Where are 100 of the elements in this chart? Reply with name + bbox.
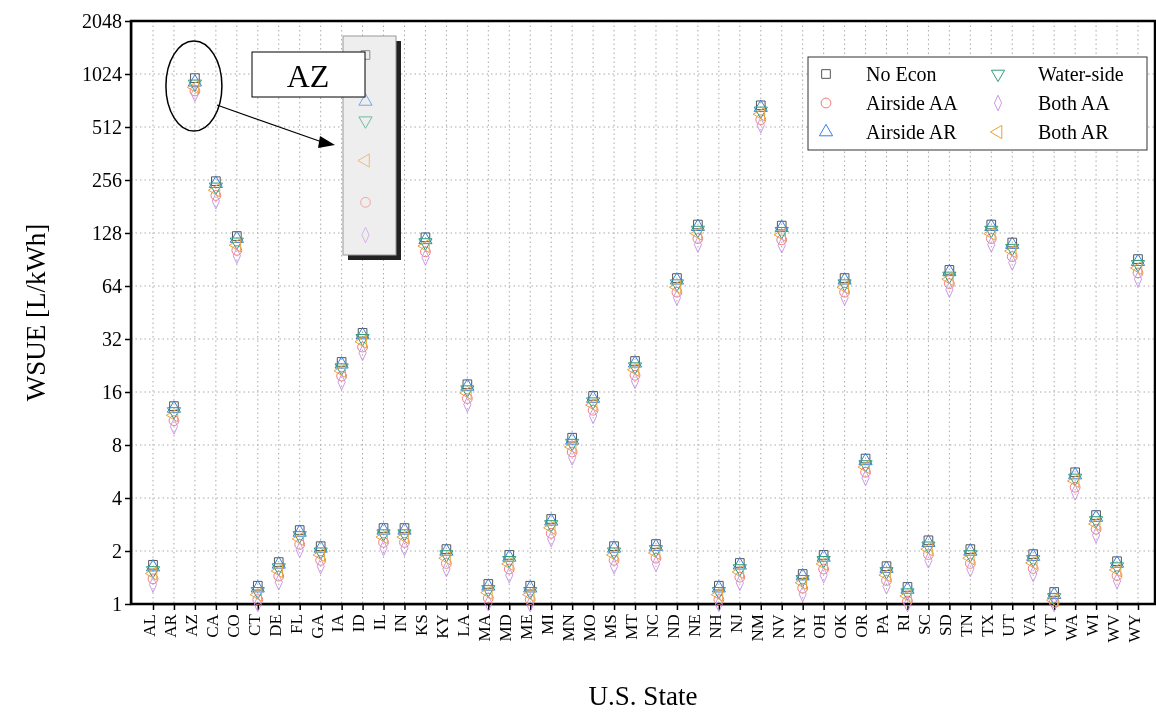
- point: [190, 73, 200, 83]
- point: [1090, 523, 1102, 535]
- x-tick-label: NE: [684, 614, 704, 637]
- x-tick-label: MN: [559, 614, 578, 642]
- annotation: AZ: [286, 58, 330, 94]
- point: [755, 114, 767, 125]
- y-tick-label: 8: [112, 433, 122, 456]
- point: [252, 594, 264, 605]
- x-tick-label: SC: [915, 614, 935, 635]
- x-tick-label: NH: [705, 614, 725, 639]
- x-tick-label: OH: [810, 614, 830, 639]
- x-tick-label: MS: [600, 614, 620, 639]
- point: [923, 549, 934, 560]
- x-tick-label: IL: [370, 614, 390, 631]
- x-tick-label: GA: [307, 613, 327, 639]
- x-tick-label: KY: [433, 614, 453, 639]
- x-tick-label: MD: [496, 614, 516, 642]
- y-tick-label: 16: [102, 380, 122, 403]
- point: [168, 415, 180, 427]
- x-tick-label: CO: [223, 614, 243, 638]
- point: [734, 571, 746, 583]
- point: [357, 341, 368, 353]
- point: [441, 558, 452, 569]
- x-tick-label: RI: [894, 613, 914, 632]
- point: [1027, 563, 1039, 574]
- point: [629, 369, 641, 381]
- x-tick-label: MA: [475, 613, 495, 642]
- x-tick-label: NJ: [726, 613, 746, 634]
- point: [713, 594, 725, 605]
- point: [608, 554, 620, 566]
- x-tick-label: AR: [160, 613, 180, 638]
- y-tick-label: 1: [112, 592, 122, 615]
- point: [147, 573, 159, 585]
- x-tick-label: UT: [999, 613, 1019, 637]
- y-tick-label: 128: [92, 221, 122, 244]
- point: [524, 594, 536, 605]
- x-tick-label: IA: [328, 613, 348, 633]
- point: [818, 563, 830, 575]
- x-tick-label: WV: [1103, 613, 1123, 643]
- point: [210, 190, 222, 201]
- x-tick-label: MI: [538, 613, 558, 635]
- point: [315, 554, 327, 566]
- x-tick-label: ND: [663, 614, 683, 639]
- legend-label: Water-side: [1038, 63, 1124, 85]
- x-tick-label: WY: [1124, 614, 1144, 643]
- point: [671, 286, 683, 298]
- point: [336, 370, 347, 382]
- x-tick-label: VT: [1041, 613, 1061, 637]
- x-tick-label: KS: [412, 614, 432, 636]
- legend-label: Airside AR: [866, 121, 958, 143]
- x-tick-label: CA: [202, 613, 222, 638]
- x-tick-label: OK: [831, 613, 851, 639]
- point: [985, 233, 997, 244]
- y-tick-label: 512: [92, 115, 122, 138]
- point: [294, 539, 306, 550]
- point: [964, 558, 976, 569]
- x-tick-label: SD: [936, 614, 956, 636]
- x-tick-label: WA: [1061, 613, 1081, 641]
- x-tick-label: WI: [1082, 613, 1102, 636]
- point: [1048, 597, 1060, 608]
- point: [399, 536, 410, 548]
- point: [650, 552, 662, 564]
- point: [1132, 267, 1144, 279]
- point: [273, 570, 285, 582]
- x-tick-label: NY: [789, 614, 809, 639]
- y-tick-label: 2: [112, 539, 122, 562]
- x-tick-label: VA: [1020, 613, 1040, 637]
- x-tick-label: IN: [391, 614, 411, 633]
- x-tick-label: AL: [139, 614, 159, 637]
- x-tick-label: OR: [852, 613, 872, 638]
- point: [1069, 481, 1081, 493]
- y-tick-label: 1024: [82, 62, 122, 85]
- y-tick-label: 256: [92, 168, 122, 191]
- x-tick-label: MO: [579, 614, 599, 642]
- point: [482, 592, 494, 604]
- x-tick-label: FL: [286, 614, 306, 635]
- x-tick-label: NM: [747, 614, 767, 642]
- x-tick-label: LA: [454, 613, 474, 637]
- point: [797, 582, 809, 594]
- y-tick-label: 2048: [82, 9, 122, 32]
- point: [378, 536, 389, 548]
- x-tick-label: NV: [768, 613, 788, 639]
- x-tick-label: MT: [621, 613, 641, 640]
- x-tick-label: DE: [265, 614, 285, 637]
- point: [776, 234, 788, 246]
- point: [944, 278, 955, 290]
- x-tick-label: ME: [517, 614, 537, 640]
- x-tick-label: PA: [873, 613, 893, 635]
- y-tick-label: 32: [102, 327, 122, 350]
- legend-label: Both AR: [1038, 121, 1110, 143]
- point: [902, 595, 913, 607]
- y-tick-label: 4: [112, 486, 122, 509]
- point: [692, 233, 704, 244]
- x-tick-label: AZ: [181, 614, 201, 637]
- point: [503, 563, 515, 575]
- x-tick-label: NC: [642, 614, 662, 638]
- point: [860, 466, 871, 478]
- legend-label: Both AA: [1038, 92, 1111, 114]
- point: [839, 286, 850, 298]
- y-axis-title: WSUE [L/kWh]: [21, 223, 51, 402]
